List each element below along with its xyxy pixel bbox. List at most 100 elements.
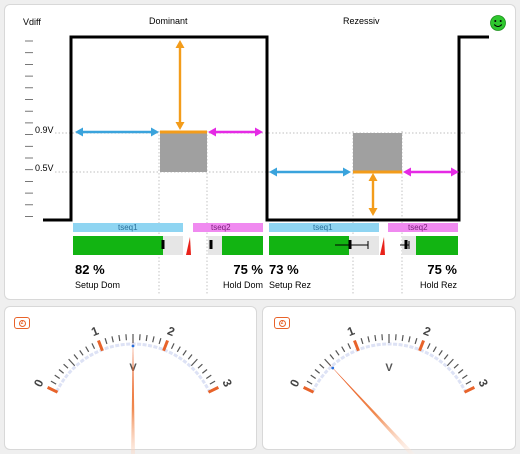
gauge-minor-tick <box>85 346 90 353</box>
gauge-minor-tick <box>408 336 411 343</box>
gauge-minor-tick <box>457 369 464 374</box>
hold-dom-caption: Hold Dom <box>223 280 263 290</box>
gauge-minor-tick <box>335 350 340 356</box>
gauge-major-tick <box>207 386 220 394</box>
gauge-dial-right: 0 1 2 3 V <box>287 324 491 454</box>
seg-label-tseq2-rezessiv: tseq2 <box>408 223 428 232</box>
gauge-major-tick <box>302 386 315 394</box>
sample-arrow-dominant <box>175 40 185 130</box>
gauge-minor-tick <box>367 336 370 343</box>
gauge-minor-tick <box>73 354 79 360</box>
seg-tseq1-rezessiv <box>269 223 379 232</box>
gauge-minor-tick <box>341 346 346 353</box>
setup-dom-value: 82 % <box>75 262 105 277</box>
gauge-minor-tick <box>414 338 418 345</box>
sample-arrow-rezessiv <box>368 173 378 216</box>
gauge-minor-tick <box>54 374 61 380</box>
seg-tseq1-dominant <box>73 223 183 232</box>
hold-arrow-dominant <box>208 127 263 137</box>
gauge-tick-label: 3 <box>475 377 491 389</box>
gauge-minor-tick <box>319 363 325 369</box>
hold-dom-value: 75 % <box>233 262 263 277</box>
gauge-major-tick <box>97 339 104 352</box>
setup-bar-dominant <box>73 236 183 255</box>
hold-rez-caption: Hold Rez <box>420 280 458 290</box>
y-axis-label: Vdiff <box>23 17 41 27</box>
gauge-minor-tick <box>145 334 148 342</box>
gauge-minor-tick <box>461 374 468 380</box>
gauge-tick-label: 3 <box>219 377 235 389</box>
sample-point-marker-dominant <box>186 237 191 255</box>
gauge-needle-tip-dot <box>331 366 335 370</box>
gauge-tick-label: 1 <box>345 324 357 340</box>
gauge-minor-tick <box>306 380 313 385</box>
gauge-tick-label: 2 <box>165 324 177 340</box>
setup-arrow-rezessiv <box>269 167 351 177</box>
gauge-minor-tick <box>182 350 187 356</box>
gauge-minor-tick <box>310 374 317 380</box>
gauge-minor-tick <box>360 338 364 345</box>
gauge-minor-tick <box>104 338 108 345</box>
signal-timing-panel: Vdiff 0.9V 0.5V Dominant Rezessiv <box>4 4 516 300</box>
gauge-minor-tick <box>170 343 175 349</box>
y-axis-ticks <box>25 40 33 217</box>
gauge-minor-tick <box>152 336 155 343</box>
level-label-0-9v: 0.9V <box>35 125 54 135</box>
gauge-minor-tick <box>374 334 377 342</box>
gauge-icon[interactable]: 2 <box>274 317 290 329</box>
setup-rez-value: 73 % <box>269 262 299 277</box>
sample-window-dominant <box>160 132 207 172</box>
gauge-major-tick <box>162 339 169 352</box>
gauge-minor-tick <box>176 346 181 353</box>
gauge-minor-tick <box>347 343 352 349</box>
gauge-minor-tick <box>190 358 198 367</box>
gauge-minor-tick <box>111 336 114 343</box>
gauge-needle <box>327 362 415 454</box>
gauge-minor-tick <box>68 358 76 367</box>
gauge-minor-tick <box>465 380 472 385</box>
gauge-major-tick <box>418 339 425 352</box>
hold-bar-dominant <box>208 236 263 255</box>
gauge-major-tick <box>463 386 476 394</box>
gauge-minor-tick <box>443 354 449 360</box>
sample-point-marker-rezessiv <box>380 237 385 255</box>
gauge-needle <box>131 338 135 454</box>
gauge-minor-tick <box>201 369 208 374</box>
timing-diagram: Vdiff 0.9V 0.5V Dominant Rezessiv <box>23 15 506 295</box>
gauge-minor-tick <box>438 350 443 356</box>
gauge-tick-label: 0 <box>31 377 47 389</box>
gauge-minor-tick <box>91 343 96 349</box>
gauge-needle-tip-dot <box>131 344 135 348</box>
gauge-minor-tick <box>453 363 459 369</box>
gauge-minor-tick <box>426 343 431 349</box>
hold-arrow-rezessiv <box>403 167 459 177</box>
hold-rez-value: 75 % <box>427 262 457 277</box>
sample-window-rezessiv <box>353 133 402 172</box>
gauge-tick-label: 1 <box>89 324 101 340</box>
seg-label-tseq1-rezessiv: tseq1 <box>313 223 333 232</box>
setup-dom-caption: Setup Dom <box>75 280 120 290</box>
gauge-minor-tick <box>205 374 212 380</box>
gauge-minor-tick <box>158 338 162 345</box>
gauge-minor-tick <box>63 363 69 369</box>
gauge-arc <box>311 342 467 393</box>
setup-arrow-dominant <box>75 127 159 137</box>
seg-tseq2-dominant <box>193 223 263 232</box>
setup-bar-rezessiv <box>269 236 379 255</box>
seg-label-tseq1-dominant: tseq1 <box>118 223 138 232</box>
gauge-minor-tick <box>209 380 216 385</box>
gauge-minor-tick <box>432 346 437 353</box>
phase-title-dominant: Dominant <box>149 16 188 26</box>
seg-tseq2-rezessiv <box>388 223 458 232</box>
setup-rez-caption: Setup Rez <box>269 280 312 290</box>
gauge-tick-label: 0 <box>287 377 303 389</box>
seg-label-tseq2-dominant: tseq2 <box>211 223 231 232</box>
smiley-face-icon <box>490 15 506 31</box>
hold-bar-rezessiv <box>400 236 458 255</box>
gauge-major-tick <box>46 386 59 394</box>
gauge-major-tick <box>353 339 360 352</box>
gauge-minor-tick <box>58 369 65 374</box>
gauge-icon[interactable]: 2 <box>14 317 30 329</box>
